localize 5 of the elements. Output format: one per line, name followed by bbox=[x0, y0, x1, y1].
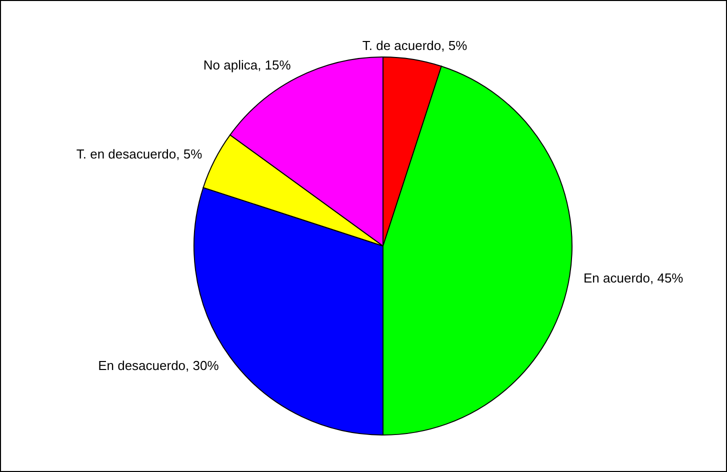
slice-label: T. de acuerdo, 5% bbox=[362, 38, 468, 54]
slice-label: En desacuerdo, 30% bbox=[98, 358, 220, 373]
slice-label: T. en desacuerdo, 5% bbox=[76, 146, 203, 162]
slice-label: No aplica, 15% bbox=[203, 58, 292, 73]
slice-label: En acuerdo, 45% bbox=[584, 270, 684, 286]
